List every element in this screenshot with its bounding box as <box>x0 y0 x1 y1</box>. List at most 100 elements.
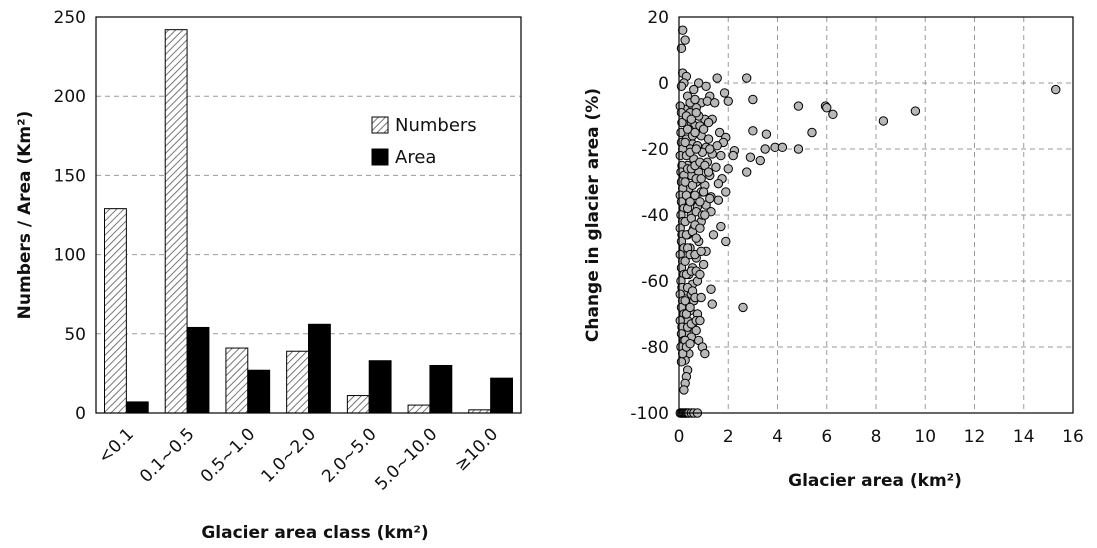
bar-x-tick-label: <0.1 <box>95 424 138 467</box>
legend-label-numbers: Numbers <box>395 115 477 136</box>
bar-area <box>308 323 331 414</box>
bar-chart: 0 50 100 150 200 250 <0.10.1~0.50.5~1.01.0~2.… <box>15 8 522 543</box>
scatter-point <box>691 325 701 336</box>
scatter-point <box>714 127 725 138</box>
scatter-point <box>723 164 733 174</box>
scatter-point <box>878 116 889 126</box>
scatter-point <box>686 114 697 125</box>
scatter-y-tick-label: -20 <box>641 140 669 160</box>
scatter-point <box>680 296 690 306</box>
scatter-point <box>695 269 705 280</box>
scatter-point <box>698 124 709 134</box>
scatter-point <box>719 88 730 98</box>
bar-marks <box>104 29 513 414</box>
scatter-point <box>700 348 710 359</box>
scatter-x-tick-label: 10 <box>914 427 936 447</box>
bar-area <box>368 360 392 414</box>
bar-area <box>125 401 149 414</box>
scatter-y-tick-label: 0 <box>658 74 669 94</box>
legend-swatch-area <box>371 148 389 166</box>
scatter-point <box>777 142 788 153</box>
scatter-point <box>695 315 705 326</box>
scatter-point <box>793 144 804 154</box>
legend-label-area: Area <box>395 147 436 168</box>
scatter-point <box>685 302 695 313</box>
bar-x-axis-title: Glacier area class (km²) <box>201 523 428 543</box>
scatter-point <box>691 233 701 243</box>
bar-plot-frame <box>95 16 522 414</box>
scatter-point <box>822 103 832 113</box>
bar-numbers <box>225 347 249 414</box>
scatter-chart: -100 -80 -60 -40 -20 0 20 0 2 4 6 8 10 12 14 16 Change… <box>583 8 1084 491</box>
scatter-gridlines <box>679 17 1073 413</box>
scatter-point <box>695 223 705 233</box>
scatter-point <box>745 152 756 162</box>
scatter-point <box>710 98 720 108</box>
scatter-point <box>761 129 772 139</box>
scatter-points <box>675 25 1061 418</box>
bar-y-tick-label: 250 <box>54 8 86 28</box>
scatter-point <box>700 210 710 220</box>
scatter-point <box>703 134 714 144</box>
scatter-point <box>689 84 699 95</box>
bar-y-tick-label: 50 <box>64 325 86 345</box>
scatter-point <box>705 193 715 204</box>
scatter-x-tick-label: 16 <box>1062 427 1084 447</box>
scatter-point <box>807 127 817 138</box>
bar-gridlines <box>96 95 521 335</box>
scatter-point <box>696 174 706 184</box>
scatter-point <box>680 137 690 148</box>
scatter-point <box>721 187 731 197</box>
scatter-point <box>685 197 695 207</box>
scatter-point <box>748 126 758 136</box>
scatter-point <box>828 109 838 120</box>
scatter-point <box>691 108 701 118</box>
bar-numbers <box>104 208 127 414</box>
scatter-point <box>708 230 719 240</box>
scatter-point <box>691 144 701 154</box>
scatter-point <box>679 385 689 395</box>
bar-area <box>186 326 210 414</box>
scatter-plot-frame <box>678 16 1074 414</box>
scatter-point <box>711 162 721 172</box>
scatter-y-tick-labels: -100 -80 -60 -40 -20 0 20 <box>630 8 669 424</box>
scatter-point <box>713 178 724 189</box>
scatter-point <box>705 144 715 154</box>
scatter-x-axis-title: Glacier area (km²) <box>788 471 962 491</box>
scatter-point <box>701 81 711 92</box>
scatter-point <box>1051 84 1061 95</box>
scatter-x-tick-labels: 0 2 4 6 8 10 12 14 16 <box>674 427 1084 447</box>
bar-x-tick-label: ≥10.0 <box>451 424 502 475</box>
scatter-x-tick-label: 2 <box>723 427 734 447</box>
scatter-point <box>742 167 752 177</box>
scatter-x-tick-label: 4 <box>772 427 783 447</box>
bar-area <box>490 377 513 414</box>
bar-x-tick-label: 5.0~10.0 <box>371 424 441 494</box>
scatter-point <box>690 190 700 200</box>
scatter-point <box>713 195 724 205</box>
scatter-point <box>910 106 921 116</box>
scatter-point <box>712 73 722 83</box>
scatter-point <box>707 299 717 309</box>
legend-swatch-numbers <box>371 116 389 134</box>
scatter-x-tick-label: 12 <box>964 427 986 447</box>
bar-y-tick-labels: 0 50 100 150 200 250 <box>54 8 86 424</box>
bar-numbers <box>407 404 431 414</box>
bar-y-tick-label: 150 <box>54 166 86 186</box>
bar-x-tick-label: 2.0~5.0 <box>318 424 380 486</box>
scatter-point <box>728 150 738 161</box>
scatter-point <box>721 236 731 247</box>
scatter-point <box>716 150 726 161</box>
bar-numbers <box>286 350 309 414</box>
bar-x-tick-label: 0.5~1.0 <box>197 424 259 486</box>
scatter-x-tick-label: 0 <box>674 427 685 447</box>
scatter-point <box>723 96 733 106</box>
bar-legend: Numbers Area <box>371 115 477 168</box>
scatter-x-tick-label: 8 <box>871 427 882 447</box>
scatter-point <box>716 221 726 232</box>
bar-x-tick-label: 1.0~2.0 <box>258 424 320 486</box>
scatter-point <box>690 127 700 138</box>
scatter-point <box>677 25 688 35</box>
scatter-x-tick-label: 6 <box>821 427 832 447</box>
scatter-point <box>793 101 804 111</box>
